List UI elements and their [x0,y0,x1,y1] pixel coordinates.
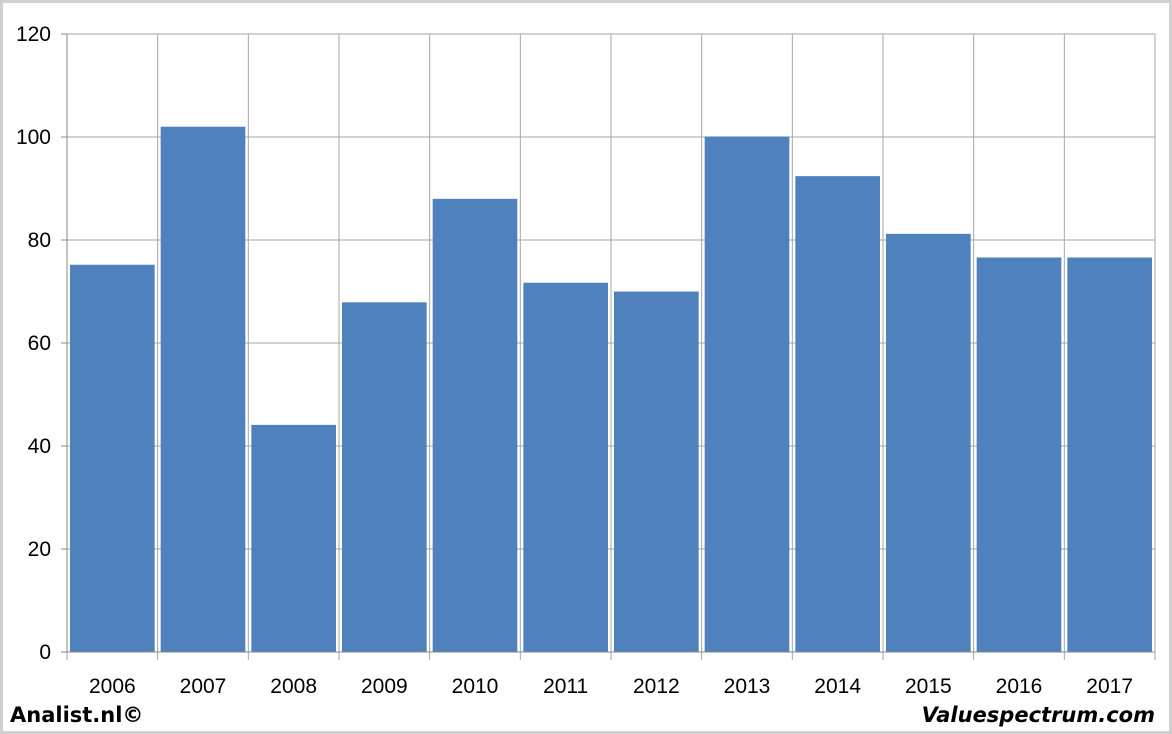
bar-2009 [342,302,427,652]
y-tick-label: 80 [28,229,51,252]
bar-2015 [886,233,971,652]
bar-2013 [704,136,790,653]
x-tick-label: 2007 [180,675,227,698]
bar-2010 [432,198,518,653]
bar-2007 [160,126,246,652]
x-tick-label: 2011 [543,675,588,698]
y-tick-label: 0 [39,641,51,664]
x-tick-label: 2014 [814,675,861,698]
x-tick-label: 2017 [1086,675,1133,698]
gridlines [66,33,1156,660]
bar-2014 [795,176,880,652]
x-tick-label: 2016 [996,675,1043,698]
y-tick-label: 120 [16,23,51,46]
x-tick-label: 2013 [724,675,771,698]
bar-2011 [523,282,608,652]
axes [61,33,1155,653]
bar-2017 [1067,257,1152,652]
y-tick-label: 60 [28,332,51,355]
bar-2008 [251,424,336,652]
y-tick-label: 100 [16,126,51,149]
x-tick-label: 2015 [905,675,952,698]
bars [70,126,1152,653]
x-tick-label: 2006 [89,675,136,698]
x-tick-labels: 2006 2007 2008 2009 2010 2011 2012 2013 2014 2015… [89,675,1133,698]
bar-chart: 0 20 40 60 80 100 120 2006 2007 2008 2009 2010 2011… [16,23,1156,698]
y-tick-label: 40 [28,435,51,458]
y-tick-label: 20 [28,538,51,561]
source-label-right: Valuespectrum.com [921,703,1155,727]
x-tick-label: 2009 [361,675,408,698]
bar-2006 [70,264,155,652]
y-tick-labels: 0 20 40 60 80 100 120 [16,23,51,664]
x-tick-label: 2010 [452,675,499,698]
bar-2012 [614,291,699,652]
x-tick-label: 2012 [633,675,680,698]
x-tick-label: 2008 [270,675,317,698]
source-label-left: Analist.nl© [10,703,144,727]
bar-2016 [976,257,1062,652]
